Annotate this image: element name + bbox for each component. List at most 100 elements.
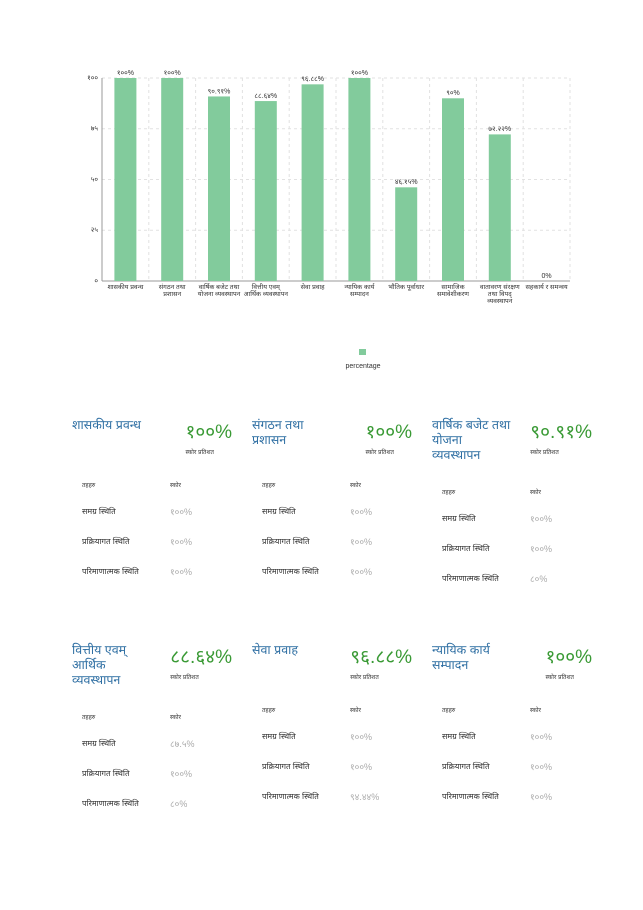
y-tick-label: १०० — [87, 75, 98, 82]
score: १००% — [365, 422, 412, 443]
bar — [254, 101, 277, 282]
value-label: ४६.१५% — [395, 179, 418, 186]
row-value: १००% — [530, 543, 553, 554]
card-title: सेवा प्रवाह — [252, 643, 299, 657]
chart: ० २५ ५० ७५ १०० १००% १००% ९०.९१% ८८.६४% ९६.८८% १००%… — [87, 70, 571, 370]
header-cell: स्कोर — [530, 490, 541, 496]
score-block: ९६.८८% स्कोर प्रतिशत — [350, 643, 412, 681]
score-card: वित्तीय एवम् आर्थिक व्यवस्थापन ८८.६४% स्को… — [72, 643, 232, 818]
x-tick-label: सामाजिक समावेशीकरण — [436, 284, 470, 298]
table-row: परिमाणात्मक स्थिति ९४.४४% — [262, 781, 412, 811]
table-row: परिमाणात्मक स्थिति १००% — [82, 556, 232, 586]
header-cell: स्कोर — [170, 715, 181, 721]
row-value: १००% — [350, 731, 373, 742]
row-value: १००% — [530, 513, 553, 524]
row-value: १००% — [350, 761, 373, 772]
score-block: ८८.६४% स्कोर प्रतिशत — [170, 643, 232, 681]
score-card: संगठन तथा प्रशासन १००% स्कोर प्रतिशत तहहरु स… — [252, 418, 412, 586]
row-label: समग्र स्थिति — [262, 731, 296, 741]
value-label: १००% — [164, 70, 181, 77]
header-cell: तहहरु — [262, 708, 276, 714]
card-header: सेवा प्रवाह ९६.८८% स्कोर प्रतिशत — [252, 643, 412, 681]
row-value: ८०% — [530, 573, 548, 584]
row-value: १००% — [350, 506, 373, 517]
card-title: वित्तीय एवम् आर्थिक व्यवस्थापन — [72, 643, 127, 687]
row-label: परिमाणात्मक स्थिति — [262, 566, 319, 576]
table-row: समग्र स्थिति १००% — [442, 721, 592, 751]
x-tick-label: भौतिक पूर्वाधार — [388, 284, 425, 291]
x-tick-label: वार्षिक बजेट तथा योजना व्यवस्थापन — [197, 284, 241, 298]
table-header: तहहरु स्कोर — [82, 706, 232, 728]
x-tick-label: न्यायिक कार्य सम्पादन — [344, 284, 375, 298]
score-block: १००% स्कोर प्रतिशत — [185, 418, 232, 456]
score-table: तहहरु स्कोर समग्र स्थिति १००% प्रक्रियागत स्… — [252, 699, 412, 811]
card-header: संगठन तथा प्रशासन १००% स्कोर प्रतिशत — [252, 418, 412, 456]
score-table: तहहरु स्कोर समग्र स्थिति १००% प्रक्रियागत स्… — [432, 699, 592, 811]
table-row: समग्र स्थिति १००% — [262, 496, 412, 526]
card-header: शासकीय प्रवन्ध १००% स्कोर प्रतिशत — [72, 418, 232, 456]
score-card: न्यायिक कार्य सम्पादन १००% स्कोर प्रतिशत तह… — [432, 643, 592, 811]
value-label: ७२.२२% — [488, 126, 511, 133]
x-tick-label: सेवा प्रवाह — [300, 284, 325, 291]
table-row: प्रक्रियागत स्थिति १००% — [262, 751, 412, 781]
score-label: स्कोर प्रतिशत — [170, 675, 199, 681]
row-label: समग्र स्थिति — [442, 513, 476, 523]
row-value: १००% — [530, 791, 553, 802]
row-label: प्रक्रियागत स्थिति — [262, 536, 310, 546]
value-label: 0% — [542, 273, 552, 280]
card-header: न्यायिक कार्य सम्पादन १००% स्कोर प्रतिशत — [432, 643, 592, 681]
row-value: ८७.५% — [170, 738, 195, 749]
table-row: परिमाणात्मक स्थिति १००% — [262, 556, 412, 586]
table-row: प्रक्रियागत स्थिति १००% — [82, 758, 232, 788]
row-label: परिमाणात्मक स्थिति — [82, 566, 139, 576]
table-row: प्रक्रियागत स्थिति १००% — [262, 526, 412, 556]
x-tick-label: वातावरण संरक्षण तथा विपद् व्यवस्थापन — [479, 284, 520, 305]
value-label: १००% — [117, 70, 134, 77]
table-row: समग्र स्थिति १००% — [442, 503, 592, 533]
score-card: सेवा प्रवाह ९६.८८% स्कोर प्रतिशत तहहरु स्कोर… — [252, 643, 412, 811]
bar — [395, 187, 418, 281]
score-label: स्कोर प्रतिशत — [365, 450, 394, 456]
row-label: प्रक्रियागत स्थिति — [442, 543, 490, 553]
value-label: ९०.९१% — [208, 88, 231, 95]
row-label: प्रक्रियागत स्थिति — [262, 761, 310, 771]
card-title: संगठन तथा प्रशासन — [252, 418, 304, 447]
header-cell: स्कोर — [350, 708, 361, 714]
score-label: स्कोर प्रतिशत — [185, 450, 214, 456]
row-value: १००% — [350, 566, 373, 577]
y-tick-label: ७५ — [91, 126, 99, 133]
row-label: समग्र स्थिति — [82, 738, 116, 748]
row-value: १००% — [350, 536, 373, 547]
score: १००% — [185, 422, 232, 443]
header-cell: तहहरु — [82, 715, 96, 721]
row-value: ९४.४४% — [350, 791, 380, 802]
table-row: प्रक्रियागत स्थिति १००% — [82, 526, 232, 556]
card-title: वार्षिक बजेट तथा योजना व्यवस्थापन — [432, 418, 511, 462]
table-header: तहहरु स्कोर — [82, 474, 232, 496]
row-label: प्रक्रियागत स्थिति — [442, 761, 490, 771]
score-table: तहहरु स्कोर समग्र स्थिति ८७.५% प्रक्रियागत स… — [72, 706, 232, 818]
x-tick-label: वित्तीय एवम् आर्थिक व्यवस्थापन — [243, 284, 288, 298]
row-label: परिमाणात्मक स्थिति — [82, 798, 139, 808]
header-cell: तहहरु — [82, 483, 96, 489]
table-row: प्रक्रियागत स्थिति १००% — [442, 751, 592, 781]
value-label: १००% — [351, 70, 368, 77]
row-value: १००% — [170, 506, 193, 517]
legend-label: percentage — [345, 363, 380, 370]
score-label: स्कोर प्रतिशत — [530, 450, 559, 456]
table-header: तहहरु स्कोर — [262, 699, 412, 721]
row-label: समग्र स्थिति — [442, 731, 476, 741]
row-label: प्रक्रियागत स्थिति — [82, 536, 130, 546]
value-label: ९६.८८% — [301, 76, 324, 83]
table-row: परिमाणात्मक स्थिति ८०% — [82, 788, 232, 818]
score-label: स्कोर प्रतिशत — [545, 675, 574, 681]
bar — [161, 78, 184, 281]
row-label: समग्र स्थिति — [262, 506, 296, 516]
score-table: तहहरु स्कोर समग्र स्थिति १००% प्रक्रियागत स्… — [72, 474, 232, 586]
x-tick-label: संगठन तथा प्रशासन — [158, 284, 186, 298]
card-header: वार्षिक बजेट तथा योजना व्यवस्थापन ९०.९१% स… — [432, 418, 592, 463]
x-tick-label: सहकार्य र समन्वय — [525, 284, 568, 291]
row-label: प्रक्रियागत स्थिति — [82, 768, 130, 778]
table-header: तहहरु स्कोर — [442, 699, 592, 721]
